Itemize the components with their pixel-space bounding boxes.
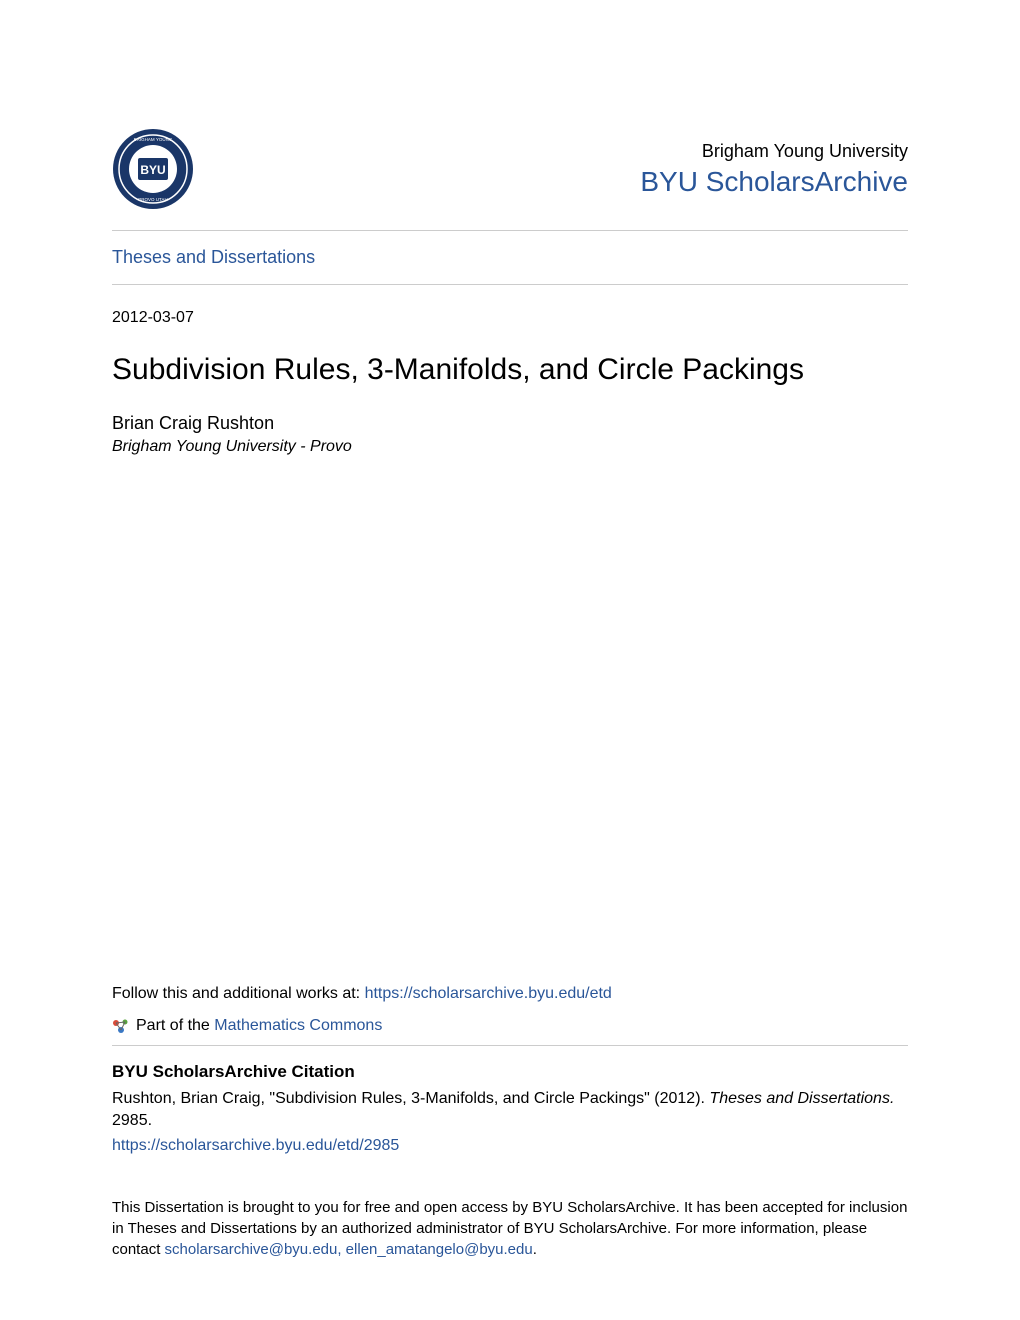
commons-row: Part of the Mathematics Commons	[112, 1017, 908, 1035]
commons-prefix: Part of the	[136, 1017, 214, 1034]
collection-link[interactable]: Theses and Dissertations	[112, 247, 315, 267]
university-logo: BYU BRIGHAM YOUNG PROVO UTAH	[112, 128, 194, 210]
svg-text:BYU: BYU	[140, 163, 165, 177]
university-name: Brigham Young University	[640, 141, 908, 162]
commons-text: Part of the Mathematics Commons	[136, 1017, 382, 1035]
archive-link[interactable]: BYU ScholarsArchive	[640, 166, 908, 197]
header-right: Brigham Young University BYU ScholarsArc…	[640, 141, 908, 198]
svg-text:BRIGHAM YOUNG: BRIGHAM YOUNG	[134, 137, 173, 142]
document-date: 2012-03-07	[112, 309, 908, 327]
citation-part2: 2985.	[112, 1112, 152, 1129]
footer-email-link[interactable]: scholarsarchive@byu.edu, ellen_amatangel…	[165, 1241, 533, 1258]
citation-italic: Theses and Dissertations.	[709, 1090, 894, 1107]
divider-3	[112, 1045, 908, 1046]
citation-text: Rushton, Brian Craig, "Subdivision Rules…	[112, 1088, 908, 1157]
citation-heading: BYU ScholarsArchive Citation	[112, 1062, 908, 1082]
byu-seal-icon: BYU BRIGHAM YOUNG PROVO UTAH	[112, 128, 194, 210]
commons-network-icon	[112, 1017, 130, 1035]
page-header: BYU BRIGHAM YOUNG PROVO UTAH Brigham You…	[112, 128, 908, 210]
footer-text: This Dissertation is brought to you for …	[112, 1197, 908, 1260]
document-affiliation: Brigham Young University - Provo	[112, 438, 908, 456]
document-title: Subdivision Rules, 3-Manifolds, and Circ…	[112, 353, 908, 387]
document-author: Brian Craig Rushton	[112, 413, 908, 434]
svg-text:PROVO UTAH: PROVO UTAH	[138, 197, 167, 202]
commons-link[interactable]: Mathematics Commons	[214, 1017, 382, 1034]
citation-link[interactable]: https://scholarsarchive.byu.edu/etd/2985	[112, 1135, 908, 1157]
spacer	[112, 456, 908, 985]
archive-name: BYU ScholarsArchive	[640, 166, 908, 198]
collection-row: Theses and Dissertations	[112, 231, 908, 284]
follow-link[interactable]: https://scholarsarchive.byu.edu/etd	[365, 985, 612, 1002]
follow-prefix: Follow this and additional works at:	[112, 985, 365, 1002]
follow-text: Follow this and additional works at: htt…	[112, 985, 908, 1003]
divider-2	[112, 284, 908, 285]
footer-part2: .	[533, 1241, 537, 1258]
citation-part1: Rushton, Brian Craig, "Subdivision Rules…	[112, 1090, 709, 1107]
